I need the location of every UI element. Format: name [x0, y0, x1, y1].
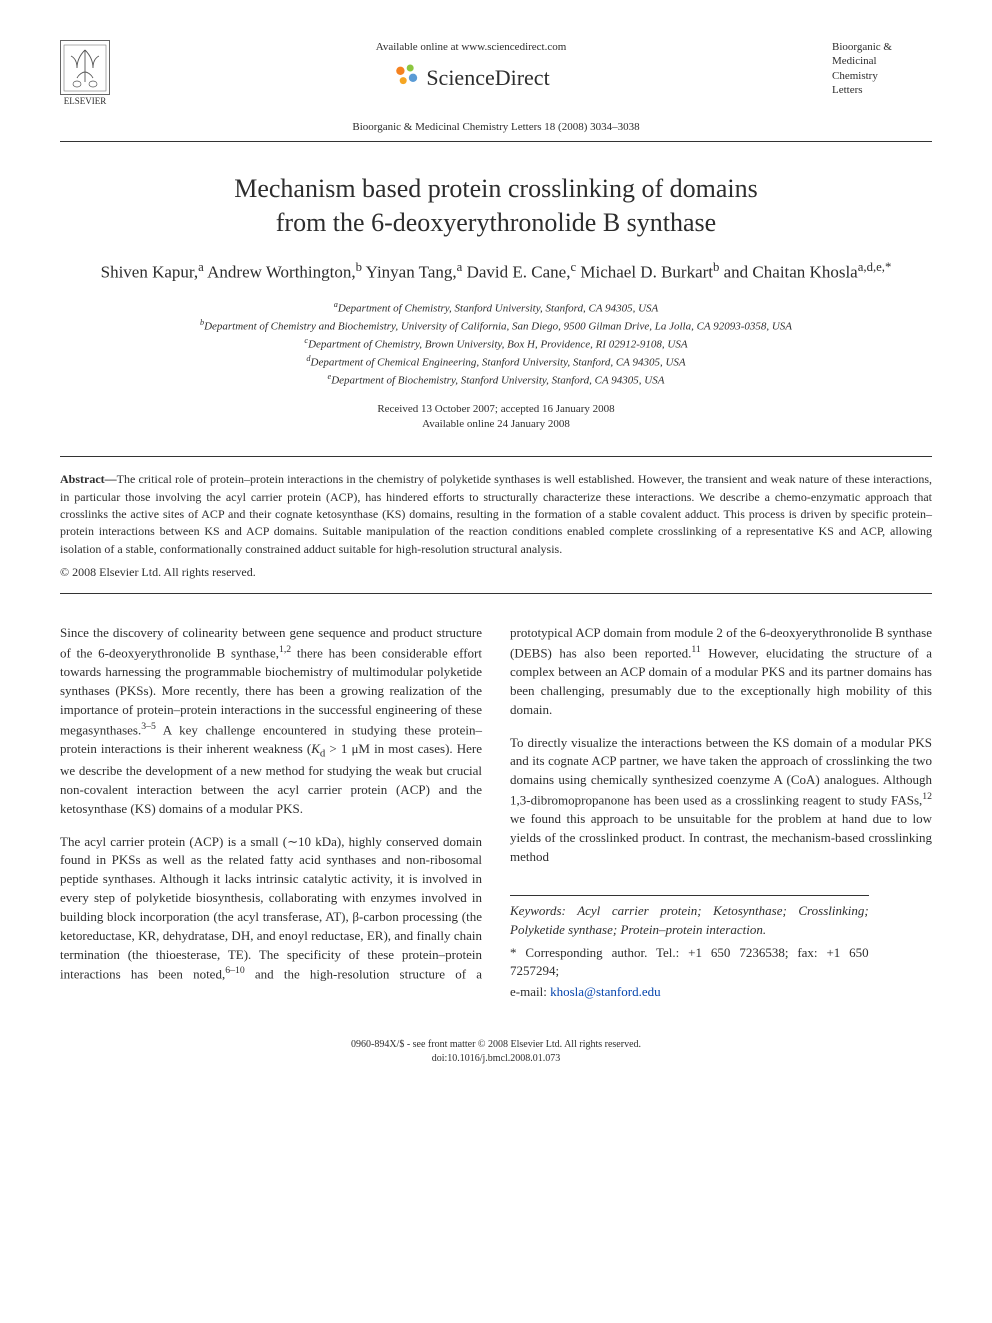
- sciencedirect-logo: ScienceDirect: [110, 61, 832, 94]
- journal-line: Bioorganic &: [832, 40, 932, 54]
- abstract-bottom-rule: [60, 593, 932, 594]
- keywords-label: Keywords:: [510, 903, 566, 918]
- front-matter-line: 0960-894X/$ - see front matter © 2008 El…: [60, 1038, 932, 1052]
- title-line: from the 6-deoxyerythronolide B synthase: [276, 208, 716, 237]
- corresponding-author: * Corresponding author. Tel.: +1 650 723…: [510, 944, 869, 982]
- keywords: Keywords: Acyl carrier protein; Ketosynt…: [510, 902, 869, 940]
- affiliations: aDepartment of Chemistry, Stanford Unive…: [60, 299, 932, 390]
- journal-line: Letters: [832, 83, 932, 97]
- affiliation: bDepartment of Chemistry and Biochemistr…: [60, 317, 932, 335]
- journal-line: Medicinal: [832, 54, 932, 68]
- abstract-label: Abstract—: [60, 472, 117, 486]
- available-online-text: Available online at www.sciencedirect.co…: [110, 40, 832, 55]
- article-title: Mechanism based protein crosslinking of …: [60, 172, 932, 240]
- header-rule: [60, 141, 932, 142]
- body-columns: Since the discovery of colinearity betwe…: [60, 624, 932, 1002]
- dates-block: Received 13 October 2007; accepted 16 Ja…: [60, 402, 932, 433]
- sciencedirect-text: ScienceDirect: [426, 63, 549, 94]
- journal-line: Chemistry: [832, 69, 932, 83]
- available-online-date: Available online 24 January 2008: [60, 417, 932, 432]
- sciencedirect-swirl-icon: [392, 61, 420, 94]
- received-accepted: Received 13 October 2007; accepted 16 Ja…: [60, 402, 932, 417]
- authors-list: Shiven Kapur,a Andrew Worthington,b Yiny…: [60, 258, 932, 285]
- abstract-copyright: © 2008 Elsevier Ltd. All rights reserved…: [60, 564, 932, 581]
- affiliation: aDepartment of Chemistry, Stanford Unive…: [60, 299, 932, 317]
- elsevier-tree-icon: [60, 40, 110, 95]
- elsevier-label: ELSEVIER: [64, 95, 107, 108]
- email-label: e-mail:: [510, 984, 547, 999]
- affiliation: dDepartment of Chemical Engineering, Sta…: [60, 353, 932, 371]
- affiliation: cDepartment of Chemistry, Brown Universi…: [60, 335, 932, 353]
- abstract-top-rule: [60, 456, 932, 457]
- email-link[interactable]: khosla@stanford.edu: [550, 984, 661, 999]
- sciencedirect-block: Available online at www.sciencedirect.co…: [110, 40, 832, 95]
- front-matter: 0960-894X/$ - see front matter © 2008 El…: [60, 1038, 932, 1066]
- body-paragraph: To directly visualize the interactions b…: [510, 734, 932, 867]
- header-row: ELSEVIER Available online at www.science…: [60, 40, 932, 108]
- title-line: Mechanism based protein crosslinking of …: [234, 174, 758, 203]
- elsevier-logo: ELSEVIER: [60, 40, 110, 108]
- footnote-block: Keywords: Acyl carrier protein; Ketosynt…: [510, 895, 869, 1002]
- affiliation: eDepartment of Biochemistry, Stanford Un…: [60, 371, 932, 389]
- doi-line: doi:10.1016/j.bmcl.2008.01.073: [60, 1052, 932, 1066]
- abstract-text: The critical role of protein–protein int…: [60, 472, 932, 556]
- journal-reference: Bioorganic & Medicinal Chemistry Letters…: [60, 120, 932, 135]
- body-paragraph: Since the discovery of colinearity betwe…: [60, 624, 482, 819]
- journal-name-box: Bioorganic & Medicinal Chemistry Letters: [832, 40, 932, 97]
- abstract: Abstract—The critical role of protein–pr…: [60, 471, 932, 558]
- email-line: e-mail: khosla@stanford.edu: [510, 983, 869, 1002]
